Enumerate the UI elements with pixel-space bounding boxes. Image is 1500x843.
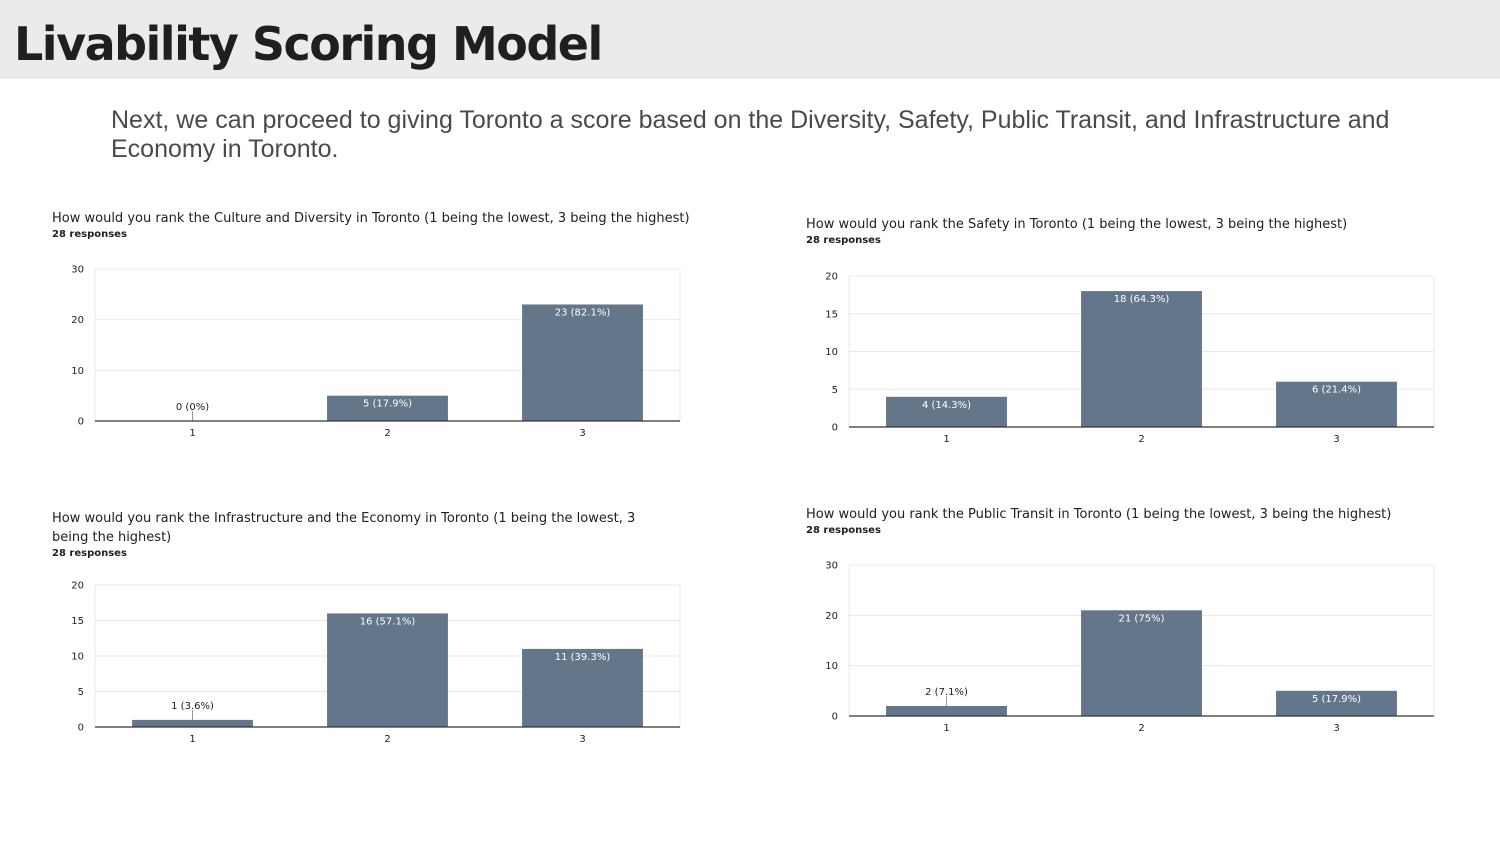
data-label: 6 (21.4%) — [1312, 385, 1361, 396]
data-label: 4 (14.3%) — [922, 400, 971, 411]
x-tick-label: 3 — [579, 734, 585, 745]
y-tick-label: 30 — [825, 561, 838, 572]
y-tick-label: 15 — [71, 616, 84, 627]
y-tick-label: 30 — [71, 265, 84, 276]
chart-question: How would you rank the Public Transit in… — [806, 507, 1392, 522]
chart-culture-header: How would you rank the Culture and Diver… — [52, 209, 692, 240]
data-label: 18 (64.3%) — [1114, 294, 1170, 305]
x-tick-label: 1 — [943, 434, 949, 445]
y-tick-label: 10 — [825, 661, 838, 672]
y-tick-label: 20 — [825, 272, 838, 283]
y-tick-label: 0 — [832, 423, 838, 434]
x-tick-label: 3 — [579, 428, 585, 439]
data-label: 1 (3.6%) — [171, 701, 214, 712]
bar — [327, 613, 448, 727]
y-tick-label: 15 — [825, 309, 838, 320]
bar — [1276, 381, 1397, 427]
chart-question: How would you rank the Safety in Toronto… — [806, 217, 1348, 232]
y-tick-label: 10 — [71, 366, 84, 377]
chart-transit-header: How would you rank the Public Transit in… — [806, 505, 1446, 536]
x-tick-label: 1 — [189, 428, 195, 439]
response-count: 28 responses — [806, 235, 881, 246]
data-label: 0 (0%) — [176, 402, 209, 413]
y-tick-label: 0 — [78, 417, 84, 428]
y-tick-label: 10 — [825, 347, 838, 358]
y-tick-label: 20 — [825, 611, 838, 622]
data-label: 5 (17.9%) — [363, 399, 412, 410]
y-tick-label: 0 — [78, 723, 84, 734]
x-tick-label: 3 — [1333, 434, 1339, 445]
y-tick-label: 10 — [71, 652, 84, 663]
bar — [132, 719, 253, 727]
data-label: 5 (17.9%) — [1312, 694, 1361, 705]
chart-safety-header: How would you rank the Safety in Toronto… — [806, 215, 1446, 246]
x-tick-label: 2 — [384, 428, 390, 439]
intro-text: Next, we can proceed to giving Toronto a… — [111, 106, 1390, 163]
x-tick-label: 3 — [1333, 723, 1339, 734]
y-tick-label: 20 — [71, 315, 84, 326]
x-tick-label: 2 — [1138, 434, 1144, 445]
chart-infrastructure-header: How would you rank the Infrastructure an… — [52, 509, 672, 559]
response-count: 28 responses — [52, 229, 127, 240]
y-tick-label: 5 — [832, 385, 838, 396]
x-tick-label: 2 — [1138, 723, 1144, 734]
bar — [1081, 291, 1202, 427]
x-tick-label: 1 — [943, 723, 949, 734]
y-tick-label: 5 — [78, 687, 84, 698]
bar — [522, 648, 643, 727]
data-label: 21 (75%) — [1119, 613, 1165, 624]
bar — [522, 304, 643, 421]
bar — [1081, 610, 1202, 716]
response-count: 28 responses — [806, 525, 881, 536]
bar — [886, 705, 1007, 716]
data-label: 23 (82.1%) — [555, 307, 611, 318]
data-label: 11 (39.3%) — [555, 652, 611, 663]
x-tick-label: 1 — [189, 734, 195, 745]
slide-title: Livability Scoring Model — [14, 17, 603, 71]
bar — [886, 396, 1007, 427]
bar — [327, 395, 448, 421]
data-label: 16 (57.1%) — [360, 616, 416, 627]
y-tick-label: 0 — [832, 712, 838, 723]
data-label: 2 (7.1%) — [925, 687, 968, 698]
y-tick-label: 20 — [71, 581, 84, 592]
chart-question: How would you rank the Infrastructure an… — [52, 511, 636, 545]
title-bar: Livability Scoring Model — [0, 0, 1500, 79]
chart-question: How would you rank the Culture and Diver… — [52, 211, 690, 226]
response-count: 28 responses — [52, 548, 127, 559]
x-tick-label: 2 — [384, 734, 390, 745]
bar — [1276, 690, 1397, 716]
